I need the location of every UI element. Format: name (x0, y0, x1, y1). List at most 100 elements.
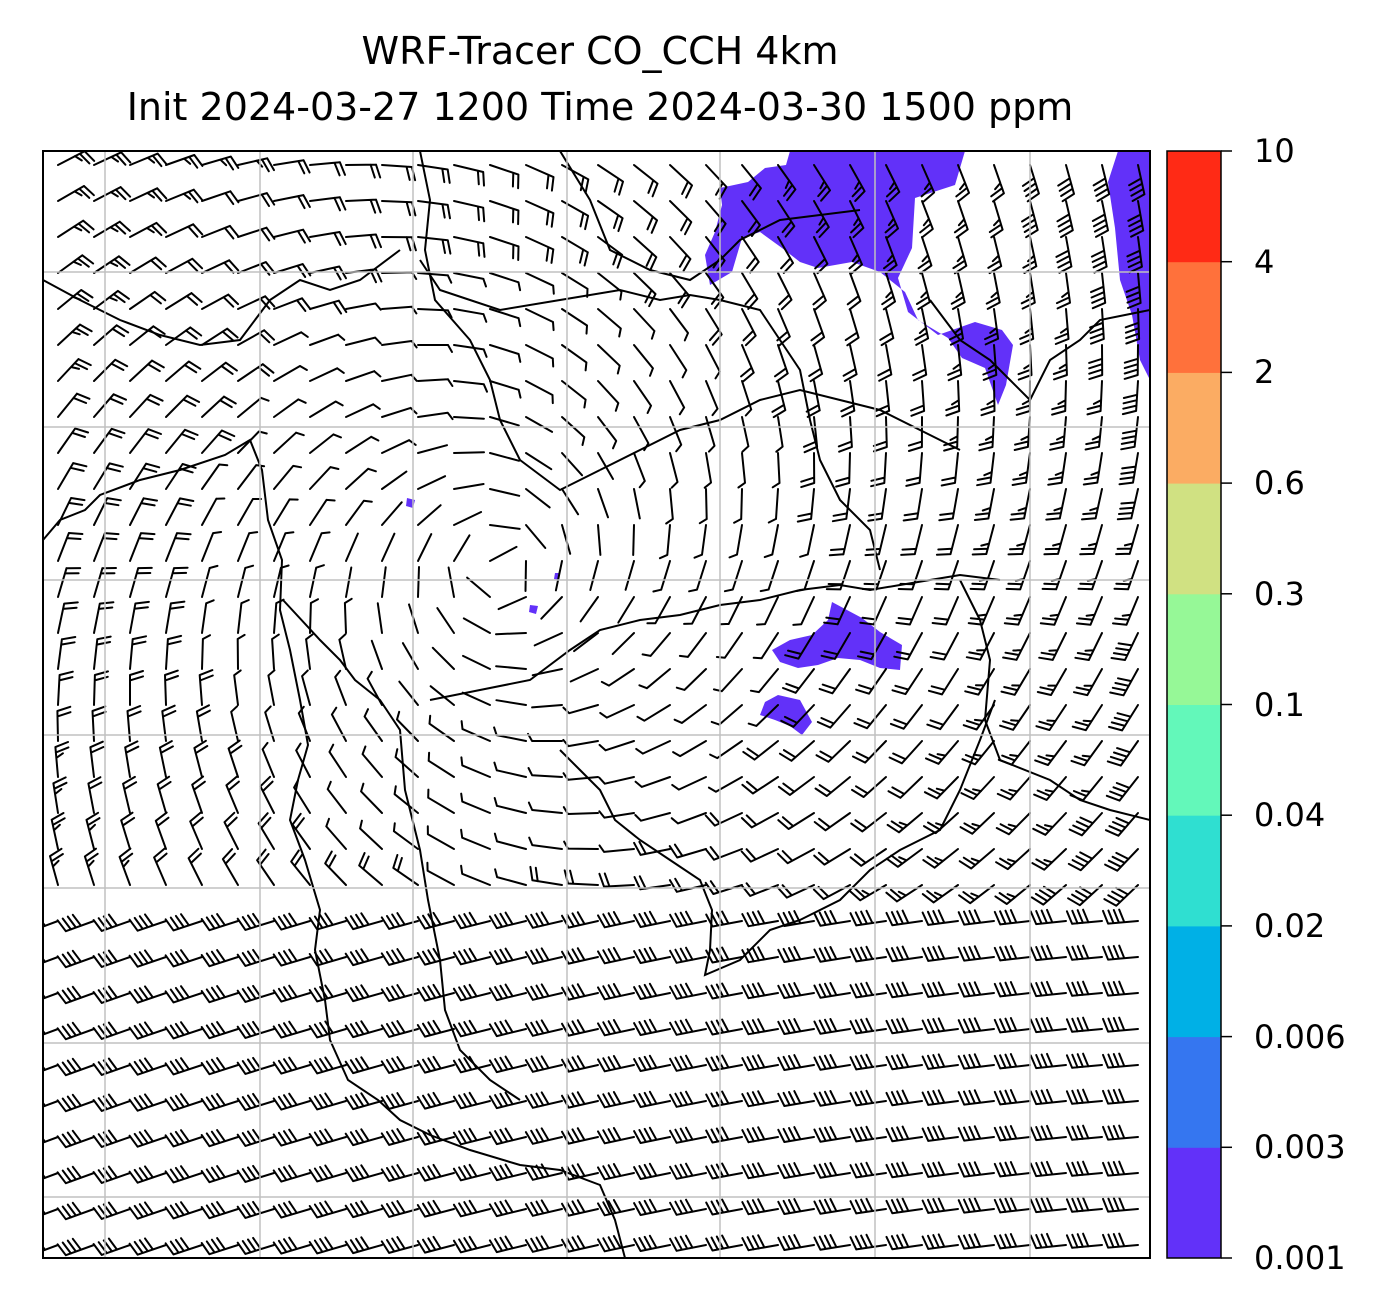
wind-barb (54, 741, 70, 778)
wind-barb (597, 488, 609, 519)
wind-barb (561, 983, 599, 1001)
wind-barb (417, 411, 454, 421)
wind-barb (93, 186, 132, 202)
wind-barb (344, 984, 383, 1003)
wind-barb (201, 463, 229, 490)
wind-barb (273, 464, 303, 490)
wind-barb (982, 344, 998, 381)
wind-barb (884, 200, 899, 239)
wind-barb (777, 272, 793, 311)
wind-barb (740, 848, 779, 863)
wind-barb (733, 488, 743, 524)
wind-barb (309, 196, 347, 212)
wind-barb (380, 1200, 419, 1218)
colorbar-band (1167, 704, 1221, 816)
wind-barb (1030, 884, 1067, 906)
wind-barb (1039, 596, 1067, 626)
wind-barb (624, 560, 635, 591)
wind-barb (1052, 344, 1068, 381)
wind-barb (723, 560, 743, 593)
wind-barb (784, 632, 815, 660)
wind-barb (597, 308, 622, 338)
wind-barb (128, 913, 167, 932)
wind-barb (453, 483, 485, 490)
wind-barb (273, 398, 307, 418)
wind-barb (1047, 452, 1067, 486)
wind-barb (931, 596, 959, 626)
wind-barb (776, 308, 791, 347)
wind-barb (955, 164, 970, 203)
wind-barb (978, 416, 995, 452)
wind-barb (83, 847, 99, 886)
wind-barb (777, 812, 815, 830)
wind-barb (1011, 452, 1031, 486)
wind-barb (598, 740, 635, 752)
wind-barb (1090, 272, 1107, 310)
wind-barb (525, 236, 555, 264)
wind-barb (885, 1017, 923, 1035)
wind-barb (925, 740, 959, 765)
wind-barb (201, 497, 226, 526)
wind-barb (264, 705, 275, 742)
wind-barb (638, 668, 671, 690)
wind-barb (669, 1198, 707, 1216)
wind-barb (813, 164, 831, 202)
wind-barb (436, 607, 455, 634)
wind-barb (201, 634, 211, 670)
wind-barb (958, 848, 995, 870)
wind-barb (201, 259, 240, 274)
wind-barb (495, 632, 527, 636)
wind-barb (633, 272, 657, 308)
wind-barb (453, 236, 486, 258)
wind-barb (237, 396, 270, 418)
wind-barb (56, 705, 72, 742)
wind-barb (957, 945, 995, 962)
wind-barb (747, 704, 779, 727)
colorbar-tick-label: 0.1 (1254, 685, 1305, 724)
wind-barb (777, 910, 815, 927)
wind-barb (528, 836, 563, 850)
wind-barb (495, 665, 527, 670)
wind-barb (273, 297, 312, 312)
wind-barb (338, 633, 347, 670)
wind-barb (489, 236, 520, 261)
wind-barb (597, 983, 635, 1001)
colorbar-band (1167, 151, 1221, 263)
wind-barb (426, 825, 455, 850)
wind-barb (641, 632, 671, 657)
colorbar-tick-label: 2 (1254, 353, 1275, 392)
wind-barb (122, 775, 138, 814)
wind-barb (921, 1161, 959, 1178)
wind-barb (897, 560, 923, 591)
wind-barb (309, 367, 345, 382)
wind-barb (345, 336, 382, 346)
wind-barb (129, 497, 158, 526)
wind-barb (453, 344, 488, 358)
wind-barb (763, 524, 779, 559)
wind-barb (778, 740, 815, 762)
wind-barb (887, 776, 923, 799)
wind-barb (957, 1125, 995, 1142)
wind-barb (840, 380, 856, 418)
wind-barb (1065, 1232, 1103, 1249)
wind-barb (165, 532, 192, 562)
wind-barb (488, 1127, 527, 1146)
wind-barb (777, 164, 797, 202)
wind-barb (524, 911, 563, 929)
wind-barb (895, 596, 923, 626)
wind-barb (938, 488, 959, 522)
wind-barb (921, 884, 959, 904)
wind-barb (813, 910, 851, 927)
wind-barb (926, 704, 959, 731)
wind-barb (813, 1234, 851, 1251)
wind-barb (165, 154, 204, 169)
wind-barb (494, 868, 527, 886)
wind-barb (392, 822, 419, 850)
wind-barb (57, 151, 96, 166)
wind-barb (849, 945, 887, 963)
wind-barb (665, 488, 674, 525)
wind-barb (1091, 200, 1109, 238)
wind-barb (859, 596, 887, 626)
wind-barb (156, 775, 172, 814)
wind-barb (493, 726, 527, 742)
